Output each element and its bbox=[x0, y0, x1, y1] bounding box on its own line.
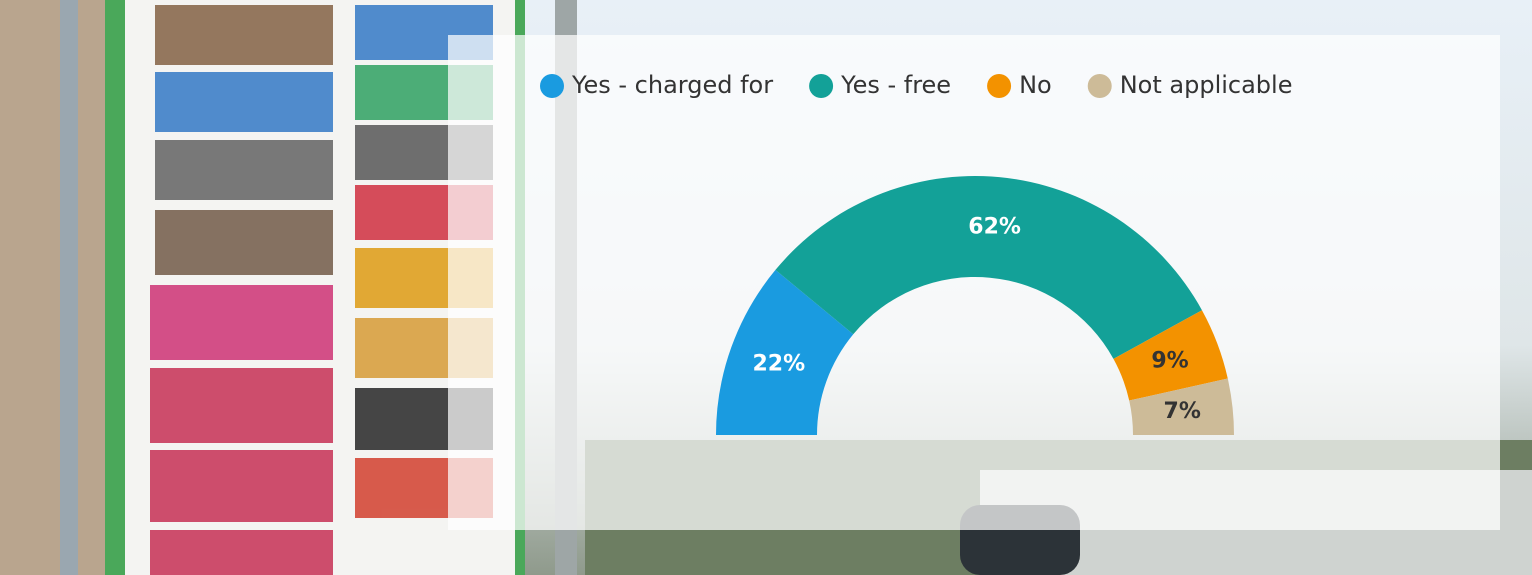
legend-marker bbox=[987, 74, 1012, 98]
slice bbox=[716, 269, 854, 435]
legend-marker bbox=[809, 74, 834, 98]
plot-area: 22% 62% 9% 7% bbox=[716, 176, 1234, 435]
legend-label: Yes - charged for bbox=[571, 71, 773, 99]
slice bbox=[1113, 310, 1228, 401]
slice-label: 22% bbox=[752, 351, 805, 376]
slice bbox=[775, 176, 1202, 359]
legend-label: Not applicable bbox=[1120, 71, 1293, 99]
legend-marker bbox=[1087, 74, 1112, 98]
legend: Yes - charged for Yes - free No Not applica… bbox=[540, 71, 1292, 99]
legend-label: No bbox=[1019, 71, 1052, 99]
chart-panel bbox=[448, 35, 1500, 530]
slice bbox=[1129, 378, 1234, 435]
legend-marker bbox=[540, 74, 564, 98]
slice-label: 62% bbox=[968, 214, 1021, 239]
slice-label: 7% bbox=[1164, 399, 1201, 424]
legend-label: Yes - free bbox=[840, 71, 951, 99]
slice-label: 9% bbox=[1151, 348, 1188, 373]
